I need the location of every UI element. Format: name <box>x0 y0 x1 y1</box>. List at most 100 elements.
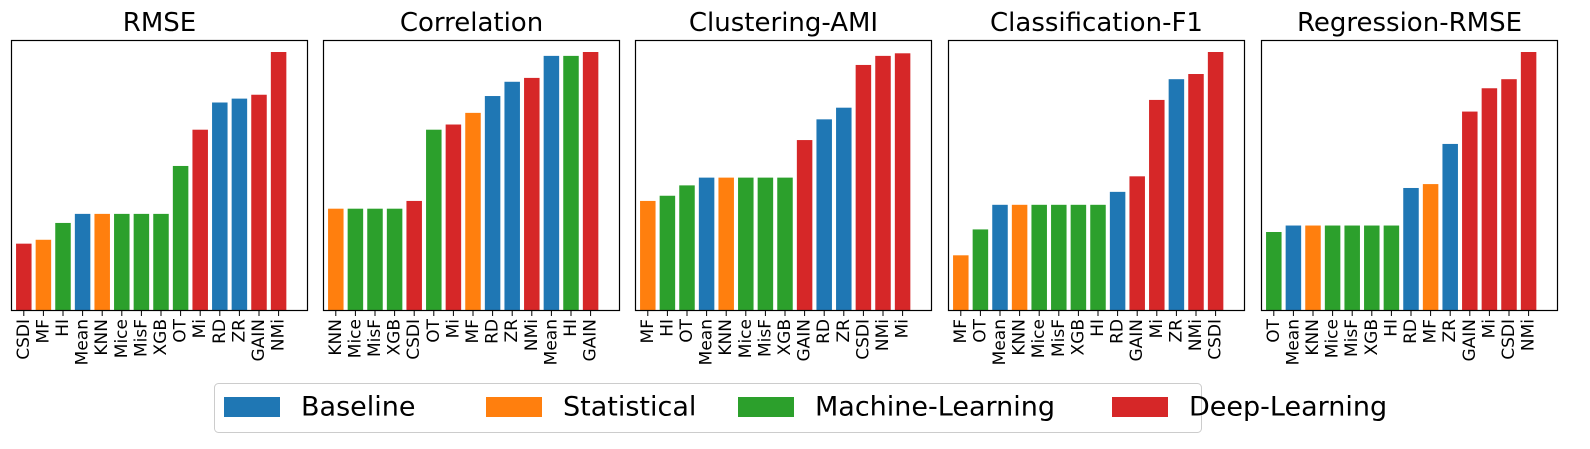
x-tick-label: MF <box>638 319 658 343</box>
x-tick-label: Mean <box>990 319 1010 365</box>
bar-xgb <box>777 177 793 311</box>
legend-swatch-statistical <box>486 397 542 417</box>
x-tick-label: OT <box>1264 318 1284 342</box>
bar-rd <box>212 102 228 311</box>
bar-ot <box>972 229 989 311</box>
panel-rmse: RMSE CSDI MF HI Mean KNN Mice MisF XGB OT Mi RD ZR GA… <box>10 8 309 365</box>
x-tick-label: Mice <box>112 319 132 358</box>
x-tick-label: NMi <box>1519 319 1539 351</box>
x-tick-label: Mice <box>345 319 365 358</box>
legend-swatch-machine-learning <box>738 397 794 417</box>
x-tick-label: HI <box>1381 319 1401 337</box>
x-tick-label: NMi <box>1186 319 1206 351</box>
x-tick-label: MisF <box>131 319 151 357</box>
panel-title: Correlation <box>400 8 543 38</box>
x-tick-label: MisF <box>1049 319 1069 357</box>
x-tick-label: ZR <box>502 319 522 343</box>
x-tick-label: Mean <box>1283 319 1303 365</box>
legend-label-baseline: Baseline <box>301 392 415 423</box>
legend: Baseline Statistical Machine-Learning Deep-… <box>214 383 1387 433</box>
legend-swatch-baseline <box>224 397 280 417</box>
bar-csdi <box>1501 79 1517 311</box>
x-tick-label: Mice <box>736 319 756 358</box>
x-tick-label: XGB <box>385 319 405 355</box>
x-tick-label: ZR <box>229 319 249 343</box>
axes-frame <box>1260 39 1559 312</box>
x-tick-label: NMi <box>522 319 542 351</box>
bar-mean <box>74 213 91 312</box>
bar-zr <box>836 107 852 311</box>
bar-gain <box>796 140 813 311</box>
x-tick-label: Mi <box>190 319 210 338</box>
bar-gain <box>582 52 599 311</box>
bar-ot <box>426 129 442 311</box>
x-tick-label: CSDI <box>853 319 873 360</box>
x-tick-label: GAIN <box>249 319 269 362</box>
panel-classification-f1: Classification-F1 MF OT Mean KNN Mice MisF XGB H… <box>947 8 1246 365</box>
bar-gain <box>1462 111 1478 311</box>
x-tick-label: KNN <box>92 319 112 356</box>
bar-rd <box>1109 191 1126 311</box>
bar-ot <box>679 185 695 311</box>
bar-hi <box>563 55 579 311</box>
x-tick-label: KNN <box>716 319 736 356</box>
x-tick-label: Mi <box>1479 319 1499 338</box>
x-tick-label: GAIN <box>1127 319 1147 362</box>
bar-mice <box>1324 225 1341 311</box>
x-tick-label: RD <box>1108 319 1128 344</box>
bar-csdi <box>16 243 32 311</box>
bar-xgb <box>153 213 169 312</box>
bar-nmi <box>524 77 540 312</box>
bar-rd <box>816 119 832 311</box>
bar-mf <box>465 112 481 312</box>
x-tick-label: KNN <box>326 319 346 356</box>
axes-frame <box>322 39 621 312</box>
bar-ot <box>1266 232 1282 311</box>
legend-label-deep-learning: Deep-Learning <box>1189 392 1387 423</box>
bar-zr <box>231 98 248 312</box>
axes-frame <box>10 39 309 312</box>
x-tick-label: MisF <box>755 319 775 357</box>
x-tick-label: GAIN <box>581 319 601 362</box>
x-tick-label: Mean <box>541 319 561 365</box>
legend-swatch-deep-learning <box>1112 397 1168 417</box>
bar-csdi <box>855 64 872 311</box>
bar-mean <box>698 177 715 311</box>
bar-xgb <box>386 208 403 311</box>
x-tick-label: MF <box>463 319 483 343</box>
x-tick-label: CSDI <box>404 319 424 360</box>
bar-nmi <box>1188 74 1204 311</box>
x-tick-label: Mean <box>697 319 717 365</box>
x-tick-label: CSDI <box>1206 319 1226 360</box>
bar-knn <box>328 208 344 311</box>
bar-knn <box>1011 204 1028 311</box>
bar-misf <box>757 177 774 311</box>
bar-csdi <box>406 200 422 312</box>
bar-hi <box>55 222 71 311</box>
bar-nmi <box>270 52 287 311</box>
x-tick-label: RD <box>483 319 503 344</box>
bar-mf <box>35 239 52 311</box>
bar-nmi <box>875 55 891 311</box>
panel-clustering-ami: Clustering-AMI MF HI OT Mean KNN Mice MisF XGB GA… <box>634 8 933 365</box>
bar-knn <box>94 213 110 312</box>
x-tick-label: ZR <box>1440 319 1460 343</box>
bar-mi <box>445 124 462 312</box>
x-tick-label: Mi <box>893 319 913 338</box>
x-tick-label: XGB <box>151 319 171 355</box>
x-tick-label: HI <box>53 319 73 337</box>
panel-title: RMSE <box>123 8 196 38</box>
bar-xgb <box>1364 225 1380 311</box>
x-tick-label: MF <box>1421 319 1441 343</box>
bar-mean <box>1285 225 1302 311</box>
bar-mi <box>1149 99 1165 311</box>
bar-xgb <box>1070 204 1087 311</box>
legend-box <box>214 383 1202 433</box>
x-tick-label: Mi <box>443 319 463 338</box>
bar-zr <box>1442 143 1458 311</box>
x-tick-label: MF <box>33 319 53 343</box>
bar-knn <box>1305 225 1321 311</box>
bar-zr <box>1168 79 1185 311</box>
